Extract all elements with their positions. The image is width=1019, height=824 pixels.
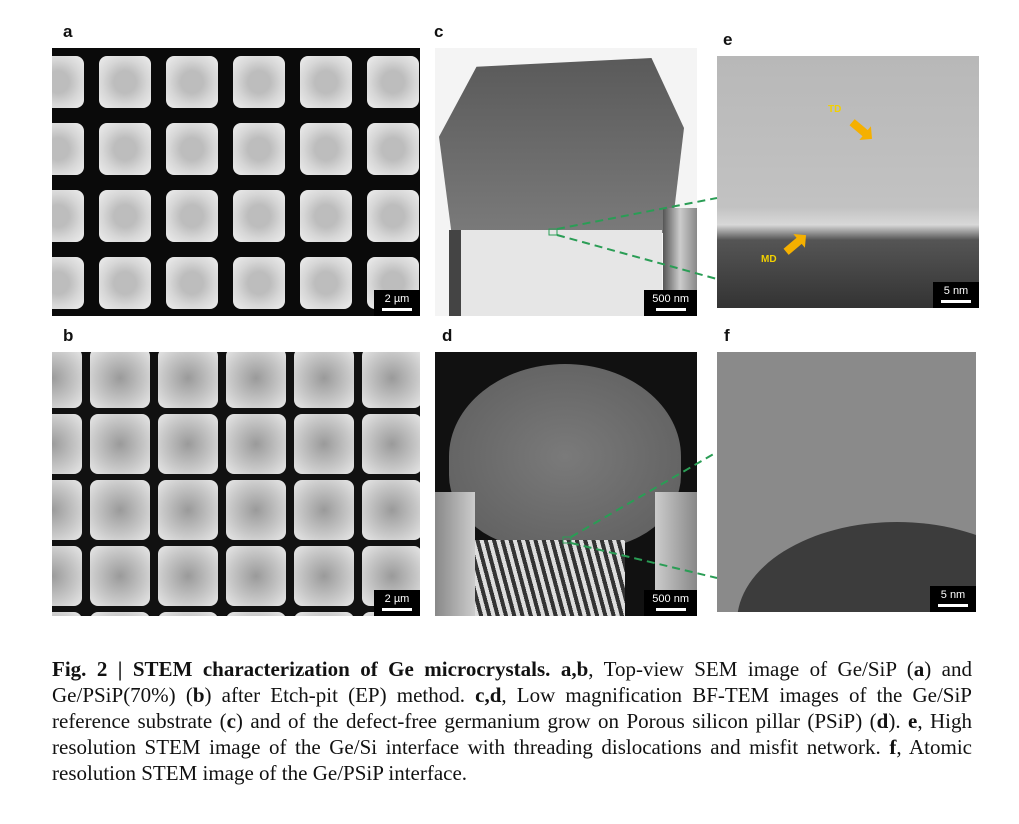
microcrystal-tile — [52, 56, 84, 108]
microcrystal-tile — [233, 56, 285, 108]
panel-label-b: b — [63, 326, 74, 345]
microcrystal-tile — [52, 257, 84, 309]
microcrystal-tile — [158, 352, 218, 408]
scale-bar-d: 500 nm — [644, 590, 697, 616]
stem-image-e: TD MD 5 nm — [717, 56, 979, 308]
microcrystal-tile — [52, 414, 82, 474]
panel-label-a: a — [63, 22, 73, 41]
microcrystal-tile — [166, 257, 218, 309]
microcrystal-tile — [294, 612, 354, 616]
microcrystal-tile — [362, 414, 420, 474]
microcrystal-tile — [367, 56, 419, 108]
panel-label-e: e — [723, 30, 733, 49]
microcrystal-tile — [300, 257, 352, 309]
microcrystal-tile — [90, 612, 150, 616]
microcrystal-tile — [226, 414, 286, 474]
microcrystal-tile — [226, 480, 286, 540]
microcrystal-tile — [90, 352, 150, 408]
tem-image-d: 500 nm — [435, 352, 697, 616]
microcrystal-tile — [52, 546, 82, 606]
microcrystal-tile — [367, 123, 419, 175]
microcrystal-tile — [99, 56, 151, 108]
microcrystal-tile — [52, 190, 84, 242]
microcrystal-tile — [99, 123, 151, 175]
panel-label-d: d — [442, 326, 453, 345]
zoom-callout-lines — [548, 197, 718, 579]
microcrystal-tile — [362, 352, 420, 408]
scale-bar-c: 500 nm — [644, 290, 697, 316]
microcrystal-tile — [52, 352, 82, 408]
panel-label-c: c — [434, 22, 444, 41]
microcrystal-tile — [294, 546, 354, 606]
microcrystal-tile — [233, 257, 285, 309]
microcrystal-tile — [52, 480, 82, 540]
microcrystal-tile — [300, 190, 352, 242]
microcrystal-tile — [166, 123, 218, 175]
microcrystal-tile — [233, 190, 285, 242]
microcrystal-tile — [99, 257, 151, 309]
microcrystal-tile — [52, 123, 84, 175]
scale-bar-b: 2 µm — [374, 590, 420, 616]
annotation-md: MD — [761, 254, 777, 265]
microcrystal-tile — [158, 480, 218, 540]
microcrystal-tile — [294, 352, 354, 408]
microcrystal-tile — [226, 352, 286, 408]
stem-image-f: 5 nm — [717, 352, 976, 612]
sem-image-b: 2 µm — [52, 352, 420, 616]
microcrystal-tile — [90, 546, 150, 606]
microcrystal-tile — [166, 56, 218, 108]
sem-image-a: 2 µm — [52, 48, 420, 316]
microcrystal-tile — [158, 546, 218, 606]
microcrystal-tile — [90, 480, 150, 540]
figure-caption: Fig. 2 | STEM characterization of Ge mic… — [52, 657, 972, 785]
panel-label-f: f — [724, 326, 730, 345]
scale-bar-f: 5 nm — [930, 586, 976, 612]
microcrystal-tile — [158, 414, 218, 474]
microcrystal-tile — [90, 414, 150, 474]
microcrystal-tile — [226, 546, 286, 606]
microcrystal-tile — [166, 190, 218, 242]
microcrystal-tile — [300, 123, 352, 175]
scale-bar-e: 5 nm — [933, 282, 979, 308]
microcrystal-tile — [300, 56, 352, 108]
tem-image-c: 500 nm — [435, 48, 697, 316]
scale-bar-a: 2 µm — [374, 290, 420, 316]
microcrystal-tile — [294, 480, 354, 540]
microcrystal-tile — [226, 612, 286, 616]
microcrystal-tile — [99, 190, 151, 242]
microcrystal-tile — [158, 612, 218, 616]
microcrystal-tile — [362, 480, 420, 540]
annotation-td: TD — [828, 104, 842, 115]
microcrystal-tile — [367, 190, 419, 242]
microcrystal-tile — [294, 414, 354, 474]
microcrystal-tile — [233, 123, 285, 175]
microcrystal-tile — [52, 612, 82, 616]
